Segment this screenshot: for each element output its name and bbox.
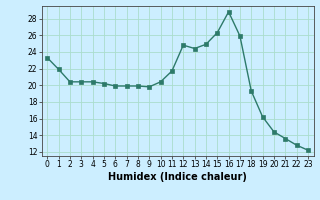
X-axis label: Humidex (Indice chaleur): Humidex (Indice chaleur) bbox=[108, 172, 247, 182]
